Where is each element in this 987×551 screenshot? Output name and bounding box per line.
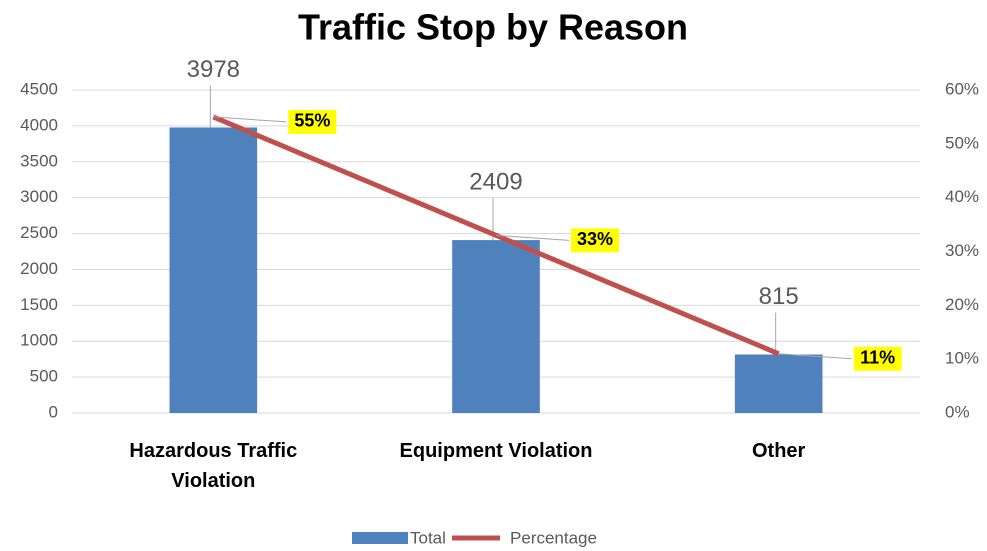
- leader-line: [778, 353, 852, 360]
- bar: [169, 127, 258, 413]
- x-tick-label: Equipment Violation: [399, 440, 593, 462]
- data-label: 2409: [469, 168, 522, 195]
- y2-tick-label: 0%: [945, 402, 970, 421]
- x-tick-label: Hazardous Traffic Violation: [129, 440, 298, 492]
- y2-tick-label: 60%: [945, 79, 979, 98]
- y-tick-label: 2500: [20, 223, 58, 242]
- y2-tick-label: 20%: [945, 295, 979, 314]
- y-tick-label: 1500: [20, 295, 58, 314]
- data-label-bg: [288, 109, 337, 134]
- bar: [734, 354, 823, 413]
- y2-tick-label: 10%: [945, 349, 979, 368]
- y-tick-label: 3000: [20, 187, 58, 206]
- y2-tick-label: 50%: [945, 133, 979, 152]
- data-label: 815: [759, 283, 799, 310]
- data-label: 33%: [577, 229, 613, 249]
- y2-tick-label: 30%: [945, 241, 979, 260]
- x-tick-label: Other: [751, 440, 806, 462]
- y-tick-label: 1000: [20, 331, 58, 350]
- data-label: 55%: [294, 111, 330, 131]
- data-label-bg: [853, 346, 902, 371]
- leader-line: [495, 234, 570, 241]
- y-tick-label: 2000: [20, 259, 58, 278]
- y-tick-label: 500: [30, 367, 58, 386]
- bar: [452, 240, 540, 413]
- legend-label: Percentage: [510, 528, 597, 547]
- leader-line: [213, 116, 287, 123]
- data-label: 11%: [860, 348, 895, 368]
- y-tick-label: 4000: [20, 115, 58, 134]
- legend-label: Total: [410, 528, 446, 547]
- y-tick-label: 0: [49, 402, 58, 421]
- data-label-bg: [571, 228, 619, 253]
- chart-title: Traffic Stop by Reason: [298, 7, 688, 48]
- y-tick-label: 3500: [20, 151, 58, 170]
- data-label: 3978: [187, 56, 240, 83]
- y-tick-label: 4500: [20, 79, 58, 98]
- y2-tick-label: 40%: [945, 187, 979, 206]
- legend-swatch: [352, 532, 408, 544]
